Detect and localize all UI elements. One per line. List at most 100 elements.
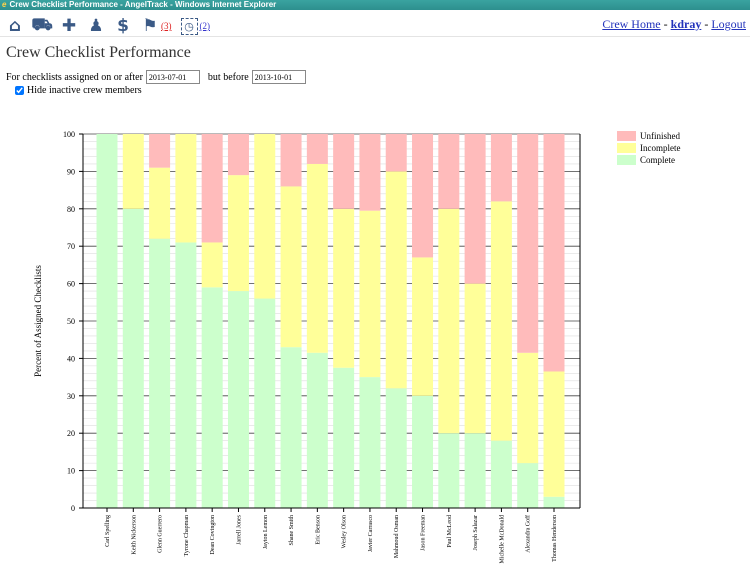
x-tick-label: Jason Freeman [421, 515, 427, 551]
bar-segment-unfinished [543, 134, 565, 372]
bar-segment-unfinished [490, 134, 512, 202]
bar-segment-incomplete [306, 163, 328, 353]
x-tick-label: Jarrell Jones [236, 514, 242, 544]
y-tick-label: 0 [71, 504, 75, 513]
bar-segment-complete [543, 496, 565, 508]
legend-label: Complete [640, 155, 675, 165]
bar-segment-incomplete [438, 208, 460, 434]
bar-segment-complete [517, 463, 539, 508]
x-tick-label: Keith Nickerson [131, 515, 137, 555]
y-tick-label: 80 [67, 205, 75, 214]
bar-segment-incomplete [490, 201, 512, 441]
bar-segment-incomplete [280, 186, 302, 348]
after-date-input[interactable] [145, 70, 200, 84]
bar-segment-complete [412, 395, 434, 508]
bar-segment-incomplete [201, 242, 223, 288]
legend-label: Incomplete [640, 143, 680, 153]
home-icon[interactable]: ⌂ [8, 16, 22, 36]
x-tick-label: Thomas Henderson [552, 515, 558, 562]
after-label: For checklists assigned on or after [6, 71, 143, 83]
hide-inactive-checkbox[interactable] [15, 86, 24, 95]
medical-cross-icon[interactable]: ✚ [61, 16, 77, 36]
bar-segment-complete [227, 291, 249, 508]
date-filters: For checklists assigned on or after but … [6, 70, 314, 84]
x-tick-label: Michelle McDonald [499, 515, 505, 564]
before-date-input[interactable] [251, 70, 306, 84]
bar-segment-incomplete [175, 134, 197, 243]
y-tick-label: 70 [67, 242, 75, 251]
bar-segment-complete [464, 433, 486, 508]
bar-segment-incomplete [122, 134, 144, 209]
y-tick-label: 90 [67, 167, 75, 176]
x-tick-label: Tyrone Chapman [184, 515, 190, 556]
calendar-count-link[interactable]: (2) [199, 21, 211, 31]
bar-segment-unfinished [227, 134, 249, 176]
legend-swatch-incomplete [617, 143, 636, 153]
divider [0, 36, 750, 37]
toolbar: ⌂ ⛟ ✚ ♟ $ ⚑ (3) ◷ (2) [6, 15, 210, 37]
x-tick-label: Alexandra Goff [525, 515, 532, 553]
y-tick-label: 100 [63, 130, 75, 139]
x-tick-label: Glenn Guerrero [158, 515, 164, 553]
bar-segment-unfinished [280, 134, 302, 187]
bar-segment-complete [149, 238, 171, 508]
y-tick-label: 60 [67, 280, 75, 289]
x-tick-label: Dean Covington [210, 515, 216, 555]
y-tick-label: 40 [67, 354, 75, 363]
dollar-icon[interactable]: $ [117, 16, 129, 36]
bar-segment-complete [438, 433, 460, 508]
ambulance-icon[interactable]: ⛟ [31, 15, 53, 35]
bar-segment-incomplete [543, 371, 565, 497]
bar-segment-incomplete [359, 210, 381, 378]
y-tick-label: 50 [67, 317, 75, 326]
separator: - [704, 17, 709, 31]
bar-segment-unfinished [412, 134, 434, 258]
bar-segment-complete [254, 298, 276, 508]
bar-segment-unfinished [438, 134, 460, 209]
bar-segment-complete [280, 347, 302, 508]
y-tick-label: 10 [67, 467, 75, 476]
bar-segment-complete [122, 208, 144, 509]
legend-swatch-unfinished [617, 131, 636, 141]
crew-home-link[interactable]: Crew Home [602, 17, 661, 31]
window-title-bar: e Crew Checklist Performance - AngelTrack… [0, 0, 750, 10]
bar-segment-unfinished [201, 134, 223, 243]
calendar-clock-icon[interactable]: ◷ [180, 17, 198, 35]
bar-segment-incomplete [464, 283, 486, 434]
legend-swatch-complete [617, 155, 636, 165]
bar-segment-incomplete [333, 208, 355, 368]
hide-inactive-row: Hide inactive crew members [15, 85, 142, 96]
x-tick-label: Carl Spelling [105, 515, 111, 547]
flag-icon[interactable]: ⚑ [142, 16, 158, 36]
hide-inactive-label[interactable]: Hide inactive crew members [27, 85, 142, 96]
bar-segment-incomplete [385, 171, 407, 389]
flag-count-link[interactable]: (3) [161, 21, 172, 31]
x-tick-label: Wesley Olson [342, 515, 348, 548]
bar-segment-incomplete [254, 134, 276, 299]
ie-logo-icon: e [2, 0, 7, 9]
bar-segment-incomplete [227, 175, 249, 292]
logout-link[interactable]: Logout [711, 17, 746, 31]
y-axis-label: Percent of Assigned Checklists [33, 265, 43, 377]
bar-segment-unfinished [149, 134, 171, 168]
bar-segment-unfinished [306, 134, 328, 164]
before-label: but before [207, 71, 249, 83]
bar-segment-complete [96, 134, 118, 508]
separator: - [663, 17, 668, 31]
window-title: Crew Checklist Performance - AngelTrack … [9, 0, 277, 9]
crew-icon[interactable]: ♟ [88, 16, 104, 36]
bar-segment-complete [333, 367, 355, 508]
bar-segment-complete [201, 287, 223, 508]
x-tick-label: Javier Carrasco [368, 515, 374, 552]
bar-segment-unfinished [385, 134, 407, 172]
x-tick-label: Mahmoud Osman [394, 515, 400, 558]
bar-segment-complete [359, 377, 381, 508]
y-tick-label: 20 [67, 429, 75, 438]
x-tick-label: Paul McLeod [447, 515, 453, 548]
x-tick-label: Shane Smith [289, 515, 295, 546]
bar-segment-incomplete [149, 167, 171, 239]
user-link[interactable]: kdray [670, 17, 702, 31]
page-title: Crew Checklist Performance [6, 44, 191, 61]
bar-segment-complete [385, 388, 407, 508]
